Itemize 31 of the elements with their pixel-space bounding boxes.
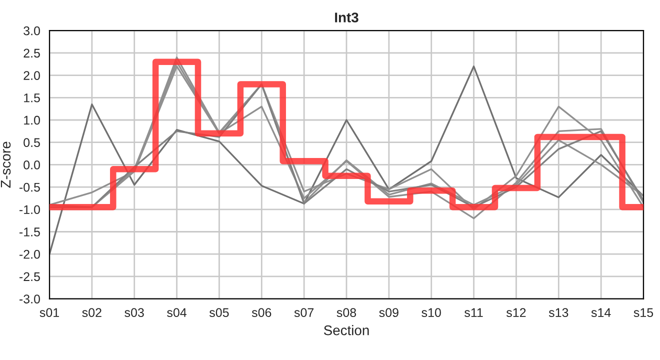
y-tick-label: 1.5 [24,94,40,102]
y-tick-label: 0.0 [24,160,40,170]
x-tick-label: s06 [252,308,272,318]
x-tick-label: s04 [167,308,186,318]
x-tick-label: s03 [124,308,144,318]
chart-title: Int3 [335,12,358,22]
y-tick-label: 3.0 [24,26,40,36]
x-tick-label: s01 [40,308,59,318]
x-tick-label: s05 [209,308,229,318]
x-tick-label: s08 [336,308,356,318]
y-tick-label: 2.5 [24,48,40,58]
y-tick-label: 2.0 [24,71,40,80]
y-tick-label: -2.0 [19,250,40,259]
y-tick-label: 0.5 [24,138,40,147]
y-tick-label: -1.0 [19,205,40,214]
y-tick-label: -0.5 [19,182,40,192]
x-tick-label: s10 [422,308,441,318]
x-axis-title: Section [324,325,369,336]
x-tick-label: s13 [548,308,568,318]
x-tick-label: s11 [464,308,483,318]
x-tick-label: s02 [82,308,102,318]
x-tick-label: s14 [591,308,611,318]
y-axis-title: Z-score [0,142,11,188]
y-tick-label: -1.5 [19,228,40,236]
x-tick-label: s15 [634,308,654,318]
x-tick-label: s12 [506,308,526,318]
y-tick-label: -2.5 [19,272,40,282]
y-tick-label: 1.0 [24,116,40,125]
y-tick-label: -3.0 [19,294,40,304]
x-tick-label: s07 [294,308,314,318]
x-tick-label: s09 [379,308,398,318]
